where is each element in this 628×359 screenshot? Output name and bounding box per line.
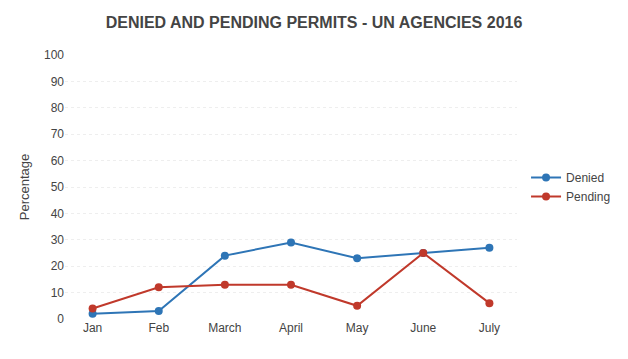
svg-text:20: 20: [51, 259, 65, 273]
svg-text:Jan: Jan: [83, 321, 102, 335]
svg-text:July: July: [479, 321, 500, 335]
svg-text:DENIED AND PENDING PERMITS - U: DENIED AND PENDING PERMITS - UN AGENCIES…: [106, 14, 523, 31]
svg-text:60: 60: [51, 154, 65, 168]
svg-text:June: June: [410, 321, 436, 335]
svg-text:Percentage: Percentage: [17, 154, 32, 221]
svg-text:100: 100: [44, 48, 64, 62]
svg-text:Denied: Denied: [566, 171, 604, 185]
svg-text:10: 10: [51, 286, 65, 300]
svg-text:Pending: Pending: [566, 190, 610, 204]
svg-text:April: April: [279, 321, 303, 335]
svg-text:30: 30: [51, 233, 65, 247]
svg-text:May: May: [346, 321, 369, 335]
svg-text:40: 40: [51, 207, 65, 221]
svg-text:70: 70: [51, 127, 65, 141]
svg-text:50: 50: [51, 180, 65, 194]
svg-text:March: March: [208, 321, 241, 335]
svg-text:0: 0: [57, 312, 64, 326]
svg-text:90: 90: [51, 75, 65, 89]
svg-text:80: 80: [51, 101, 65, 115]
svg-text:Feb: Feb: [148, 321, 169, 335]
